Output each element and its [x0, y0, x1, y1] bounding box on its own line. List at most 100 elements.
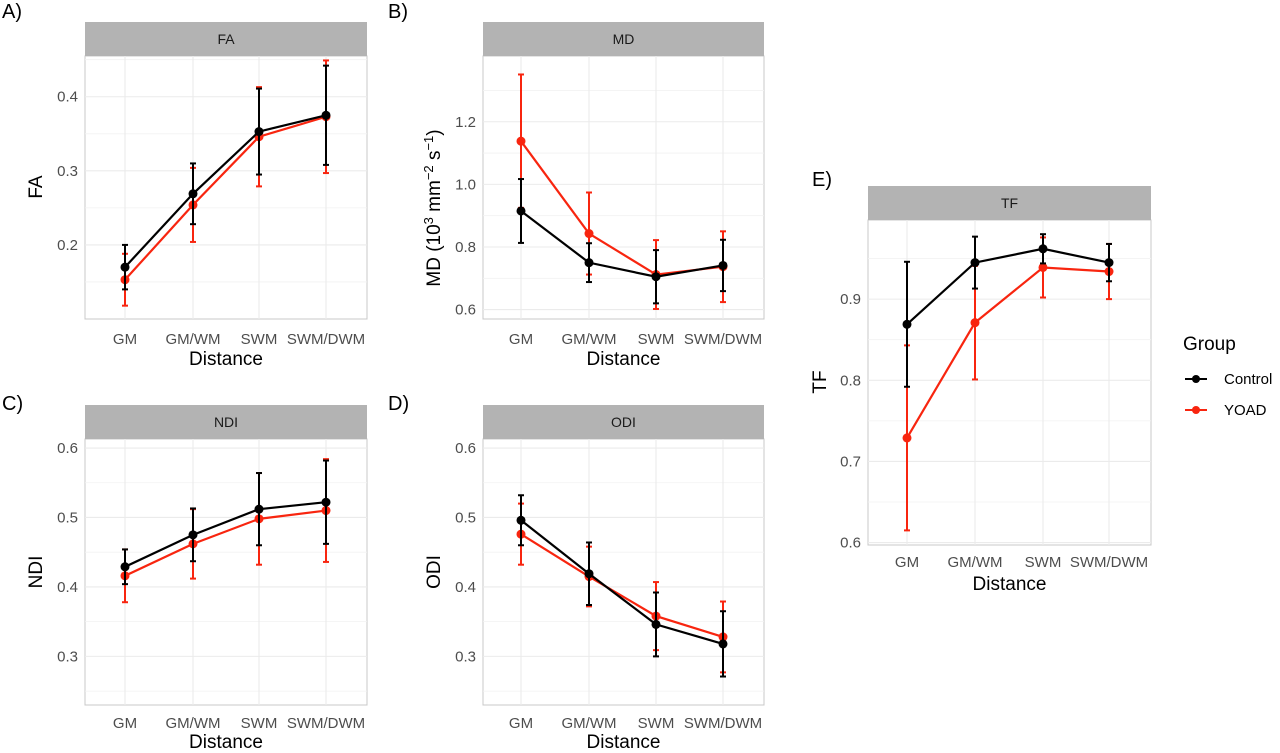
- x-axis-title: Distance: [973, 574, 1047, 595]
- legend: Group Control YOAD: [1183, 334, 1272, 419]
- data-point: [120, 562, 130, 572]
- x-tick-label: SWM/DWM: [684, 715, 762, 732]
- x-tick-label: GM: [509, 715, 533, 732]
- x-tick-label: SWM: [241, 331, 278, 348]
- data-point: [516, 136, 526, 146]
- y-tick-label: 0.9: [840, 291, 861, 308]
- series-control: [120, 459, 331, 586]
- y-axis-title: NDI: [26, 556, 47, 589]
- facet-strip: [85, 22, 367, 56]
- y-tick-label: 0.4: [57, 579, 78, 596]
- data-point: [516, 206, 526, 216]
- panel-tag: D): [388, 393, 409, 415]
- series-control: [516, 178, 728, 305]
- panel-md: 0.6 0.8 1.0 1.2 GM GM/WM SWM SWM/DWM MD B) Distanc…: [388, 1, 765, 370]
- data-point: [188, 530, 198, 540]
- legend-title: Group: [1183, 334, 1236, 355]
- x-tick-label: SWM: [241, 715, 278, 732]
- x-tick-label: SWM: [638, 331, 675, 348]
- y-tick-label: 0.3: [455, 648, 476, 665]
- data-point: [902, 433, 912, 443]
- panel-tag: B): [388, 1, 408, 23]
- data-point: [321, 110, 331, 120]
- x-tick-label: GM/WM: [166, 715, 221, 732]
- data-point: [970, 258, 980, 268]
- x-axis-title: Distance: [189, 349, 263, 370]
- facet-strip: [85, 405, 367, 439]
- data-point: [1104, 258, 1114, 268]
- x-tick-label: SWM: [638, 715, 675, 732]
- x-tick-label: SWM/DWM: [287, 715, 365, 732]
- x-tick-label: GM/WM: [562, 715, 617, 732]
- data-point: [120, 262, 130, 272]
- x-tick-label: GM/WM: [948, 554, 1003, 571]
- x-tick-label: GM: [895, 554, 919, 571]
- y-tick-label: 0.2: [57, 237, 78, 254]
- y-tick-label: 0.8: [840, 372, 861, 389]
- series-control: [120, 64, 331, 291]
- legend-yoad-label: YOAD: [1224, 402, 1267, 419]
- y-axis-title: FA: [26, 175, 47, 199]
- series-line: [124, 501, 327, 568]
- y-tick-label: 0.5: [455, 509, 476, 526]
- data-point: [188, 189, 198, 199]
- series-line: [520, 519, 724, 645]
- data-point: [718, 639, 728, 649]
- series-line: [520, 210, 724, 278]
- x-tick-label: GM/WM: [562, 331, 617, 348]
- chart-panels: 0.2 0.3 0.4 GM GM/WM SWM SWM/DWM FA A) Distance FA…: [2, 1, 1152, 753]
- series-control: [516, 494, 728, 678]
- facet-strip-label: MD: [613, 31, 635, 47]
- data-point: [254, 504, 264, 514]
- panel-background: [482, 438, 765, 706]
- panel-odi: 0.3 0.4 0.5 0.6 GM GM/WM SWM SWM/DWM ODI D) Distan…: [388, 393, 765, 753]
- x-axis-title: Distance: [587, 349, 661, 370]
- y-axis-title: MD (103 mm−2 s−1): [421, 129, 446, 286]
- y-tick-label: 0.8: [455, 239, 476, 256]
- data-point: [718, 260, 728, 270]
- y-tick-label: 0.7: [840, 453, 861, 470]
- facet-strip-label: ODI: [611, 414, 636, 430]
- facet-strip: [483, 22, 764, 56]
- y-tick-label: 0.6: [455, 302, 476, 319]
- y-tick-label: 0.4: [455, 579, 476, 596]
- data-point: [321, 497, 331, 507]
- data-point: [584, 258, 594, 268]
- facet-strip-label: FA: [217, 31, 235, 47]
- panel-tf: 0.6 0.7 0.8 0.9 GM GM/WM SWM SWM/DWM TF E) Distanc…: [810, 169, 1152, 595]
- facet-strip: [868, 186, 1151, 220]
- data-point: [902, 319, 912, 329]
- y-tick-label: 0.4: [57, 89, 78, 106]
- series-control: [902, 233, 1114, 388]
- panel-tag: E): [812, 169, 832, 191]
- legend-control-point: [1192, 375, 1200, 383]
- panel-tag: A): [2, 1, 22, 23]
- series-line: [124, 509, 327, 577]
- x-axis-title: Distance: [587, 732, 661, 753]
- data-point: [651, 619, 661, 629]
- x-tick-label: GM: [509, 331, 533, 348]
- y-tick-label: 0.6: [840, 535, 861, 552]
- legend-control-label: Control: [1224, 371, 1272, 388]
- x-tick-label: SWM/DWM: [684, 331, 762, 348]
- x-tick-label: SWM/DWM: [1070, 554, 1148, 571]
- facet-strip-label: NDI: [214, 414, 238, 430]
- x-tick-label: GM: [113, 331, 137, 348]
- series-line: [520, 533, 724, 638]
- y-tick-label: 0.5: [57, 509, 78, 526]
- panel-background: [867, 219, 1152, 546]
- panel-fa: 0.2 0.3 0.4 GM GM/WM SWM SWM/DWM FA A) Distance FA: [2, 1, 368, 370]
- series-line: [124, 114, 327, 268]
- data-point: [516, 515, 526, 525]
- facet-strip: [483, 405, 764, 439]
- panel-tag: C): [2, 393, 23, 415]
- y-axis-title: ODI: [424, 555, 445, 589]
- y-tick-label: 1.0: [455, 176, 476, 193]
- y-tick-label: 0.6: [57, 440, 78, 457]
- panel-ndi: 0.3 0.4 0.5 0.6 GM GM/WM SWM SWM/DWM NDI C) Distan…: [2, 393, 368, 753]
- x-tick-label: SWM/DWM: [287, 331, 365, 348]
- y-tick-label: 0.6: [455, 440, 476, 457]
- y-axis-title: TF: [810, 370, 831, 393]
- data-point: [1038, 262, 1048, 272]
